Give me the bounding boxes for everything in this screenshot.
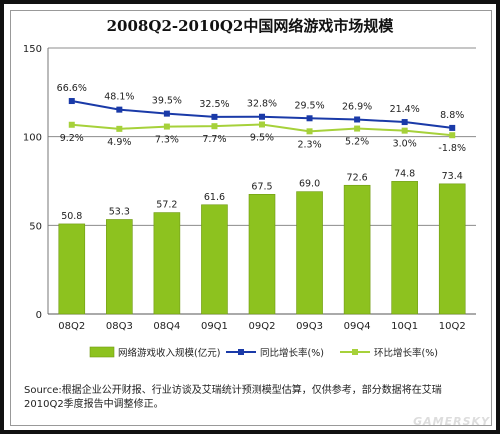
chart-title: 2008Q2-2010Q2中国网络游戏市场规模: [106, 17, 394, 35]
qoq-marker: [116, 125, 123, 132]
bar-09Q1: [201, 204, 228, 315]
bar-value-label: 69.0: [299, 179, 320, 190]
qoq-marker: [163, 123, 170, 130]
yoy-value-label: 29.5%: [294, 100, 324, 111]
x-tick-label: 10Q2: [439, 321, 466, 332]
bar-09Q3: [296, 191, 323, 315]
yoy-marker: [116, 106, 123, 113]
yoy-value-label: 32.8%: [247, 99, 277, 110]
qoq-value-label: 9.5%: [250, 132, 274, 143]
x-tick-label: 09Q1: [201, 321, 228, 332]
x-tick-label: 09Q2: [249, 321, 276, 332]
x-tick-label: 08Q3: [106, 321, 133, 332]
qoq-marker: [211, 123, 218, 130]
qoq-marker: [306, 128, 313, 135]
source-note: Source:根据企业公开财报、行业访谈及艾瑞统计预测模型估算，仅供参考，部分数…: [24, 385, 442, 410]
yoy-value-label: 66.6%: [57, 83, 87, 94]
qoq-value-label: 7.7%: [202, 134, 226, 145]
yoy-marker: [306, 115, 313, 122]
qoq-value-label: 7.3%: [155, 135, 179, 146]
yoy-marker: [354, 116, 361, 123]
legend-label-revenue: 网络游戏收入规模(亿元): [118, 347, 220, 359]
qoq-value-label: 4.9%: [107, 137, 131, 148]
legend-label-yoy: 同比增长率(%): [260, 347, 324, 359]
qoq-value-label: 9.2%: [60, 133, 84, 144]
legend-marker-qoq: [352, 349, 358, 355]
bar-09Q4: [343, 184, 371, 315]
yoy-value-label: 32.5%: [199, 99, 229, 110]
yoy-marker: [211, 113, 218, 120]
qoq-value-label: 2.3%: [297, 139, 321, 150]
watermark: GAMERSKY: [413, 415, 490, 428]
qoq-marker: [259, 121, 265, 128]
bar-value-label: 74.8: [394, 168, 415, 179]
y-tick-label: 50: [29, 221, 42, 232]
qoq-marker: [68, 121, 75, 128]
bar-08Q4: [153, 212, 181, 315]
y-tick-label: 150: [23, 44, 42, 55]
yoy-marker: [259, 113, 265, 120]
yoy-marker: [163, 110, 170, 117]
x-tick-label: 10Q1: [391, 321, 418, 332]
yoy-marker: [68, 98, 75, 105]
yoy-value-label: 21.4%: [390, 104, 420, 115]
bar-value-label: 61.6: [204, 192, 225, 203]
bar-value-label: 67.5: [251, 181, 272, 192]
qoq-value-label: -1.8%: [438, 143, 466, 154]
qoq-value-label: 5.2%: [345, 137, 369, 148]
y-tick-label: 0: [36, 310, 42, 321]
bar-08Q2: [58, 223, 86, 315]
yoy-value-label: 48.1%: [104, 92, 134, 103]
legend-label-qoq: 环比增长率(%): [374, 347, 438, 359]
bar-08Q3: [106, 219, 133, 315]
bar-value-label: 53.3: [109, 206, 130, 217]
bar-09Q2: [248, 194, 276, 315]
legend-swatch-revenue: [89, 346, 115, 358]
bar-value-label: 73.4: [442, 171, 463, 182]
bar-10Q2: [438, 183, 466, 315]
bar-value-label: 57.2: [156, 200, 177, 211]
bar-value-label: 72.6: [347, 172, 368, 183]
qoq-value-label: 3.0%: [393, 139, 417, 150]
qoq-marker: [354, 125, 361, 132]
x-tick-label: 08Q2: [58, 321, 85, 332]
yoy-marker: [401, 119, 408, 126]
qoq-marker: [449, 132, 456, 139]
bar-10Q1: [391, 181, 418, 315]
x-tick-label: 09Q3: [296, 321, 323, 332]
y-tick-label: 100: [23, 133, 42, 144]
x-tick-label: 09Q4: [344, 321, 371, 332]
x-tick-label: 08Q4: [153, 321, 180, 332]
yoy-marker: [449, 124, 456, 131]
bar-value-label: 50.8: [61, 211, 82, 222]
legend-marker-yoy: [238, 349, 244, 355]
yoy-value-label: 39.5%: [152, 96, 182, 107]
yoy-value-label: 26.9%: [342, 101, 372, 112]
yoy-value-label: 8.8%: [440, 110, 464, 121]
qoq-marker: [401, 127, 408, 134]
